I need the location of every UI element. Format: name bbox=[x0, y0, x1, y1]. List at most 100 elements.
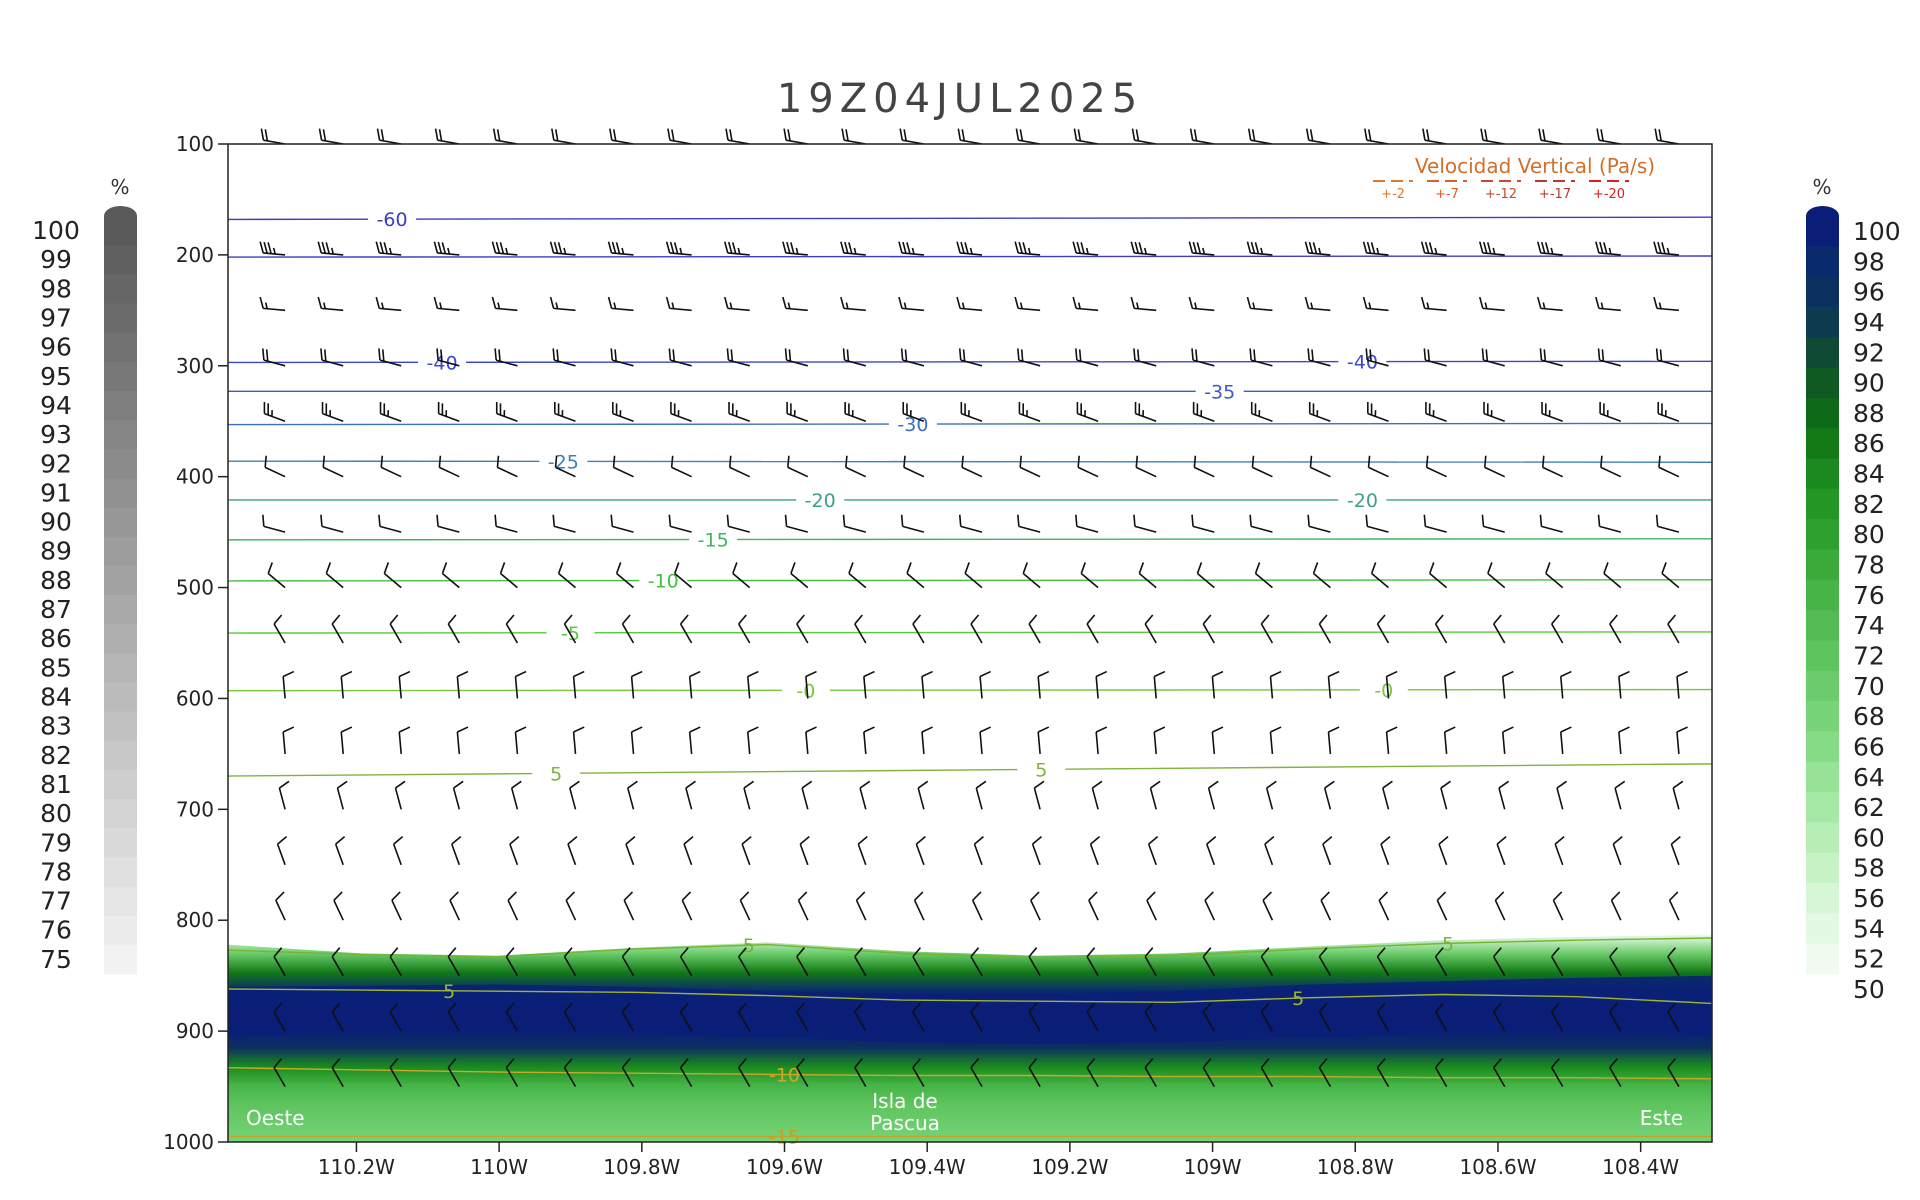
colorbar-left-unit: % bbox=[110, 175, 129, 199]
wind-barb-10-23 bbox=[1618, 726, 1630, 754]
wind-barb-4-22 bbox=[1541, 401, 1563, 422]
y-tick-label-9: 1000 bbox=[163, 1130, 214, 1154]
wind-barb-9-16 bbox=[1211, 670, 1224, 699]
contour-label-bg-11-0 bbox=[532, 762, 581, 785]
wind-barb-2-8 bbox=[723, 296, 750, 312]
wind-barb-14-1 bbox=[331, 947, 344, 977]
contour-label-10-0: -0 bbox=[796, 680, 815, 702]
wind-barb-2-11 bbox=[898, 296, 924, 312]
wind-barb-13-14 bbox=[1088, 891, 1099, 921]
colorbar-right-cap bbox=[1806, 206, 1839, 226]
colorbar-right-cell-14 bbox=[1806, 640, 1839, 672]
wind-barb-15-9 bbox=[796, 1002, 809, 1032]
colorbar-left-label-22: 78 bbox=[40, 857, 72, 886]
wind-barb-2-1 bbox=[317, 296, 344, 312]
wind-barb-12-23 bbox=[1612, 835, 1623, 866]
colorbar-right-label-13: 74 bbox=[1853, 611, 1885, 640]
colorbar-left-label-17: 83 bbox=[40, 712, 72, 741]
colorbar-left-label-25: 75 bbox=[40, 945, 72, 974]
wind-barb-5-4 bbox=[496, 455, 518, 478]
wind-barb-0-17 bbox=[1247, 128, 1273, 145]
wind-barb-14-14 bbox=[1086, 947, 1099, 977]
wind-barb-12-14 bbox=[1089, 835, 1101, 866]
wind-barb-16-24 bbox=[1667, 1058, 1680, 1087]
wind-barb-2-19 bbox=[1362, 296, 1389, 312]
colorbar-left-label-16: 84 bbox=[40, 682, 72, 711]
wind-barb-6-15 bbox=[1133, 514, 1157, 533]
wind-barb-13-13 bbox=[1030, 891, 1041, 921]
wind-barb-13-24 bbox=[1668, 891, 1680, 921]
wind-barb-15-10 bbox=[854, 1002, 867, 1032]
wind-barb-8-7 bbox=[679, 614, 693, 644]
humidity-contour-1 bbox=[227, 988, 1713, 1005]
colorbar-left-label-5: 95 bbox=[40, 362, 72, 391]
wind-barb-6-13 bbox=[1017, 514, 1041, 533]
wind-barb-13-15 bbox=[1146, 891, 1157, 921]
label-west: Oeste bbox=[246, 1106, 305, 1130]
wind-barb-9-19 bbox=[1385, 670, 1398, 699]
wind-barb-16-10 bbox=[854, 1058, 867, 1087]
colorbar-left-label-6: 94 bbox=[40, 391, 72, 420]
wind-barb-8-0 bbox=[273, 614, 286, 644]
wind-barb-11-14 bbox=[1091, 780, 1103, 810]
wind-barb-8-5 bbox=[563, 614, 577, 644]
colorbar-left-label-8: 92 bbox=[40, 449, 72, 478]
legend-entry-3: +-17 bbox=[1539, 187, 1571, 202]
wind-barb-6-8 bbox=[726, 514, 750, 533]
wind-barb-4-2 bbox=[379, 401, 402, 422]
wind-barb-13-0 bbox=[275, 891, 286, 921]
wind-barb-3-1 bbox=[320, 348, 344, 367]
wind-barb-12-10 bbox=[857, 835, 868, 866]
wind-barb-6-11 bbox=[900, 514, 925, 533]
wind-barb-16-15 bbox=[1144, 1058, 1157, 1087]
wind-barb-1-1 bbox=[317, 241, 344, 256]
wind-barb-10-4 bbox=[514, 726, 527, 754]
colorbar-right-cell-11 bbox=[1806, 549, 1839, 581]
wind-barb-16-18 bbox=[1318, 1058, 1332, 1087]
colorbar-right-cell-10 bbox=[1806, 519, 1839, 551]
wind-barb-4-14 bbox=[1076, 401, 1099, 422]
contour-label-bg-2-1 bbox=[1338, 350, 1387, 373]
wind-barb-7-10 bbox=[848, 562, 867, 589]
wind-barb-9-20 bbox=[1443, 670, 1456, 699]
contour-label-bg-3-0 bbox=[1195, 380, 1244, 403]
wind-barb-14-18 bbox=[1318, 947, 1332, 977]
wind-barb-6-1 bbox=[320, 514, 344, 533]
wind-barb-11-4 bbox=[510, 780, 522, 810]
wind-barb-6-17 bbox=[1249, 514, 1273, 533]
contour-label-bg-10-1 bbox=[1359, 678, 1408, 701]
wind-barb-16-9 bbox=[796, 1058, 809, 1087]
contour-label-bg-11-1 bbox=[1017, 758, 1066, 781]
wind-barb-6-22 bbox=[1539, 514, 1563, 533]
colorbar-right-cell-15 bbox=[1806, 670, 1839, 702]
colorbar-right-label-3: 94 bbox=[1853, 308, 1885, 337]
wind-barb-4-21 bbox=[1483, 401, 1505, 422]
wind-barb-3-10 bbox=[842, 348, 867, 367]
wind-barb-5-1 bbox=[322, 455, 344, 478]
wind-barb-4-9 bbox=[786, 401, 809, 422]
wind-barb-9-0 bbox=[282, 670, 295, 699]
contour-line-8 bbox=[227, 579, 1713, 582]
wind-barb-5-7 bbox=[670, 455, 692, 478]
wind-barb-14-11 bbox=[912, 947, 925, 977]
wind-barb-13-8 bbox=[739, 891, 751, 921]
wind-barb-9-5 bbox=[572, 670, 585, 699]
wind-barb-16-17 bbox=[1260, 1058, 1274, 1087]
wind-barb-14-5 bbox=[563, 947, 577, 977]
wind-barb-16-12 bbox=[970, 1058, 983, 1087]
wind-barb-2-24 bbox=[1653, 296, 1679, 312]
wind-barb-13-5 bbox=[565, 891, 577, 921]
colorbar-left-cell-8 bbox=[104, 449, 137, 479]
wind-barb-0-3 bbox=[434, 128, 460, 145]
wind-barb-2-14 bbox=[1072, 296, 1099, 312]
contour-label-bg-6-1 bbox=[1338, 488, 1387, 511]
wind-barb-9-22 bbox=[1559, 670, 1572, 699]
wind-barb-6-14 bbox=[1075, 514, 1099, 533]
wind-barb-2-23 bbox=[1595, 296, 1621, 312]
colorbar-right-label-0: 100 bbox=[1853, 217, 1901, 246]
wind-barb-3-6 bbox=[610, 348, 634, 367]
wind-barb-5-11 bbox=[903, 455, 925, 478]
wind-barb-0-19 bbox=[1364, 128, 1389, 145]
wind-barb-12-7 bbox=[683, 835, 694, 866]
wind-barb-6-18 bbox=[1307, 514, 1331, 533]
